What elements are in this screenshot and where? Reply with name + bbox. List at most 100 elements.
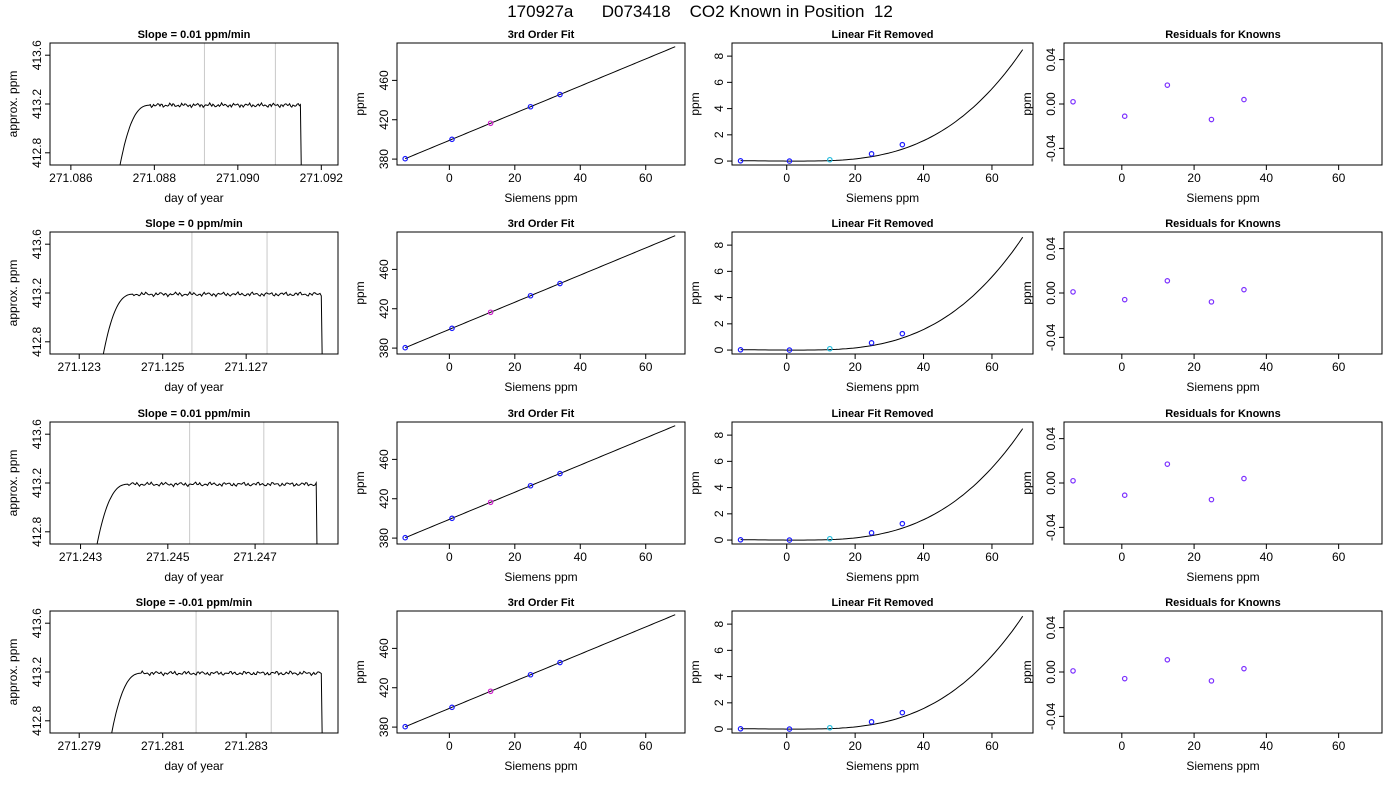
plot-frame	[731, 421, 1034, 545]
plot-area	[1070, 461, 1247, 503]
plot-frame	[1063, 610, 1383, 734]
y-tick-label: 413.2	[30, 468, 44, 498]
y-tick-label: 0	[712, 346, 726, 353]
y-tick-label: 2	[712, 131, 726, 138]
data-point	[868, 340, 875, 346]
x-tick-label: 271.243	[59, 550, 103, 564]
x-tick-label: 20	[1187, 739, 1201, 753]
panel-r3c3: Linear Fit Removed 0 20 40 60 0 2 4 6 8 Siemens pp…	[688, 408, 1034, 584]
data-point	[402, 723, 408, 730]
data-point	[557, 91, 563, 98]
x-tick-label: 60	[1332, 739, 1346, 753]
y-tick-label: 412.8	[30, 705, 44, 735]
x-tick-label: 0	[783, 550, 790, 564]
x-axis-label: Siemens ppm	[504, 759, 577, 773]
panel-title: 3rd Order Fit	[508, 218, 575, 230]
data-point	[1208, 299, 1215, 305]
y-tick-label: 6	[712, 458, 726, 465]
plot-area	[1070, 277, 1247, 305]
plot-area	[402, 46, 676, 162]
data-point	[1070, 289, 1076, 295]
x-tick-label: 40	[917, 171, 931, 185]
y-tick-label: 6	[712, 79, 726, 86]
x-tick-label: 40	[1260, 550, 1274, 564]
x-tick-label: 20	[848, 739, 862, 753]
y-tick-label: 4	[712, 673, 726, 680]
y-tick-label: 2	[712, 320, 726, 327]
x-tick-label: 60	[985, 171, 999, 185]
data-point	[1241, 665, 1247, 672]
x-tick-label: 0	[783, 360, 790, 374]
panel-title: Linear Fit Removed	[831, 29, 933, 41]
panel-title: Linear Fit Removed	[831, 597, 933, 609]
plot-frame	[49, 610, 339, 734]
page-title: 170927a D073418 CO2 Known in Position 12	[507, 2, 893, 21]
data-point	[1208, 116, 1215, 123]
y-tick-label: 413.2	[30, 278, 44, 308]
x-axis-label: Siemens ppm	[846, 191, 919, 205]
y-tick-label: 8	[712, 431, 726, 438]
x-tick-label: 271.088	[133, 171, 177, 185]
x-axis-label: day of year	[164, 380, 223, 394]
fit-curve	[740, 236, 1024, 351]
y-axis-label: ppm	[688, 92, 702, 115]
data-point	[786, 537, 793, 543]
y-tick-label: 380	[377, 717, 391, 737]
x-axis-label: Siemens ppm	[1186, 570, 1259, 584]
data-point	[527, 671, 534, 678]
data-point	[737, 158, 744, 164]
plot-area	[737, 615, 1024, 732]
x-tick-label: 271.281	[141, 739, 185, 753]
x-tick-label: 0	[446, 360, 453, 374]
panel-title: Residuals for Knowns	[1165, 408, 1281, 420]
y-tick-label: 413.6	[30, 419, 44, 449]
y-tick-label: 8	[712, 52, 726, 59]
x-axis-label: Siemens ppm	[846, 759, 919, 773]
panel-title: Slope = 0.01 ppm/min	[138, 29, 251, 41]
y-axis-label: ppm	[1020, 471, 1034, 494]
data-point	[1164, 461, 1171, 467]
plot-area	[737, 428, 1024, 543]
data-point	[557, 659, 563, 666]
x-tick-label: 0	[783, 171, 790, 185]
x-axis-label: Siemens ppm	[504, 380, 577, 394]
data-point	[899, 520, 906, 527]
data-point	[827, 345, 833, 352]
x-tick-label: 271.090	[216, 171, 260, 185]
y-tick-label: 4	[712, 105, 726, 112]
plot-area	[119, 43, 302, 165]
plot-frame	[1063, 231, 1383, 355]
x-axis-label: Siemens ppm	[504, 570, 577, 584]
panel-r1c2: 3rd Order Fit 0 20 40 60 380 420 460 Siemens ppm…	[353, 29, 686, 205]
panel-r1c1: Slope = 0.01 ppm/min 271.086 271.088 271.09…	[6, 29, 343, 205]
data-point	[737, 726, 744, 732]
y-tick-label: 0.00	[1044, 281, 1058, 305]
y-tick-label: 420	[377, 298, 391, 318]
y-axis-label: ppm	[353, 471, 367, 494]
x-tick-label: 60	[639, 550, 653, 564]
data-point	[1164, 82, 1171, 88]
y-tick-label: 6	[712, 268, 726, 275]
y-tick-label: 460	[377, 70, 391, 90]
data-point	[1208, 678, 1215, 684]
plot-area	[402, 614, 676, 730]
trace-line	[102, 291, 323, 354]
data-point	[449, 136, 455, 143]
x-tick-label: 271.247	[233, 550, 277, 564]
data-point	[402, 344, 408, 351]
y-tick-label: -0.04	[1044, 702, 1058, 730]
data-point	[487, 309, 494, 316]
data-point	[786, 347, 793, 353]
trace-line	[119, 101, 302, 165]
x-tick-label: 271.123	[58, 360, 102, 374]
fit-curve	[740, 428, 1024, 541]
data-point	[827, 156, 833, 163]
plot-frame	[396, 421, 686, 545]
y-tick-label: 0	[712, 536, 726, 543]
y-axis-label: ppm	[353, 660, 367, 683]
data-point	[868, 530, 875, 536]
x-tick-label: 60	[639, 171, 653, 185]
data-point	[1208, 496, 1215, 503]
x-axis-label: Siemens ppm	[1186, 191, 1259, 205]
plot-frame	[731, 231, 1034, 355]
